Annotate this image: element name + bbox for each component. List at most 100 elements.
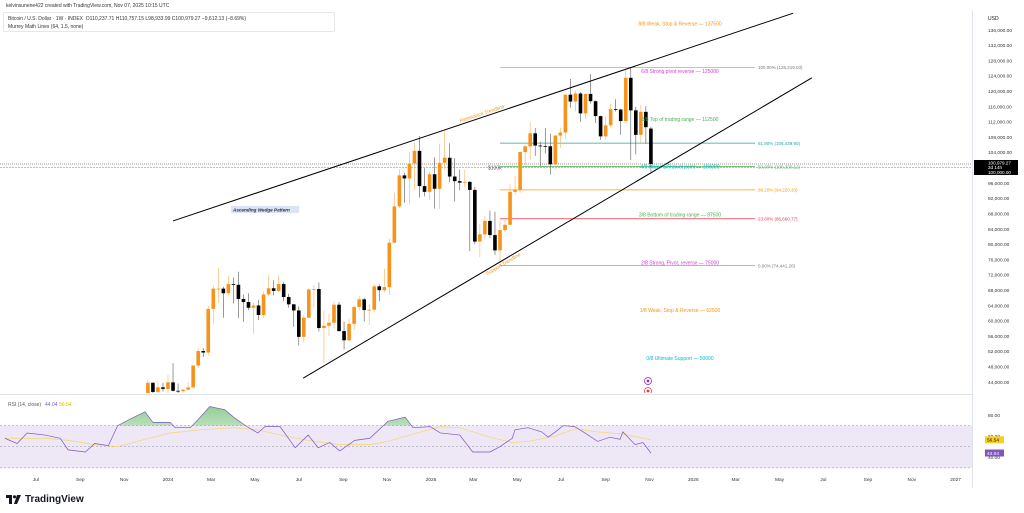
candle[interactable] [291,303,296,327]
candle[interactable] [322,310,326,363]
candle[interactable] [503,219,507,233]
candle[interactable] [161,382,165,392]
candle[interactable] [221,286,226,318]
support-trendline[interactable] [302,77,813,379]
candle[interactable] [166,374,170,395]
candle[interactable] [407,152,412,205]
candle[interactable] [286,293,291,308]
lightning-event-icon[interactable] [644,377,652,385]
candle[interactable] [533,127,538,156]
candle[interactable] [618,108,623,135]
candle[interactable] [473,186,477,245]
candle[interactable] [327,313,331,336]
symbol-legend[interactable]: Bitcoin / U.S. Dollar · 1W · INDEX O110,… [8,16,246,22]
candle[interactable] [377,284,382,302]
candle[interactable] [302,315,306,343]
candle[interactable] [231,277,236,304]
candle[interactable] [206,305,211,356]
candle[interactable] [608,103,613,128]
candle[interactable] [402,172,407,203]
candle[interactable] [191,364,195,389]
candle[interactable] [628,67,633,161]
candle[interactable] [412,142,417,191]
candle[interactable] [307,288,311,319]
candle[interactable] [488,210,492,239]
candle[interactable] [578,91,583,122]
candle[interactable] [216,267,221,304]
candle[interactable] [317,282,321,332]
candle[interactable] [397,169,402,209]
candle[interactable] [478,223,482,258]
candle[interactable] [342,321,346,350]
candle[interactable] [548,133,553,175]
candle[interactable] [171,363,175,392]
candle[interactable] [347,318,351,342]
candle[interactable] [151,382,155,396]
candle[interactable] [493,211,497,255]
candle[interactable] [352,305,356,330]
candle[interactable] [437,143,442,209]
candle[interactable] [211,285,216,325]
candle[interactable] [382,268,387,293]
candle[interactable] [362,297,366,322]
candle[interactable] [176,383,180,397]
candle[interactable] [558,127,563,148]
candle[interactable] [598,115,603,140]
candle[interactable] [613,99,618,112]
candle[interactable] [518,152,522,193]
candle[interactable] [392,192,397,244]
candle[interactable] [603,116,608,140]
candle[interactable] [483,215,487,240]
candle[interactable] [241,294,246,322]
candle[interactable] [271,280,276,296]
candle[interactable] [523,145,527,166]
candle[interactable] [261,291,266,319]
candle[interactable] [296,306,301,346]
candle[interactable] [281,282,286,302]
candle[interactable] [447,143,452,183]
resistance-trendline[interactable] [172,12,794,222]
candle[interactable] [644,106,648,144]
candle[interactable] [372,284,377,312]
candle[interactable] [583,93,588,120]
candle[interactable] [236,271,241,319]
candle[interactable] [513,175,517,195]
rsi-ma-line[interactable] [4,426,651,448]
candle[interactable] [417,135,422,198]
rsi-line[interactable] [4,406,652,454]
candle[interactable] [156,380,160,395]
candle[interactable] [201,347,206,358]
candle[interactable] [357,295,361,311]
candle[interactable] [276,275,281,292]
candle[interactable] [146,379,150,400]
tradingview-logo[interactable]: TradingView [6,494,84,505]
candle[interactable] [422,168,427,197]
candle[interactable] [226,275,231,296]
candle[interactable] [196,348,200,368]
candle[interactable] [246,293,251,311]
candle[interactable] [251,302,256,334]
candle[interactable] [649,126,653,172]
price-pane[interactable]: $100k 100.00% (126,219.03) 61.80% (106,439… [0,12,972,403]
candle[interactable] [563,94,568,140]
candle[interactable] [462,169,467,188]
candle[interactable] [427,171,432,201]
candle[interactable] [256,299,261,321]
candle[interactable] [367,303,372,325]
candle[interactable] [639,104,643,143]
candle[interactable] [528,122,532,160]
candle[interactable] [468,181,472,252]
candle[interactable] [538,141,543,167]
candle[interactable] [543,127,548,154]
candle[interactable] [186,382,190,391]
candle[interactable] [553,135,558,170]
candle[interactable] [181,388,185,403]
candle[interactable] [593,100,598,123]
candle[interactable] [568,78,573,108]
candle[interactable] [573,90,578,112]
candle[interactable] [623,69,628,124]
candle[interactable] [432,157,437,209]
candle[interactable] [442,131,447,170]
candle[interactable] [508,183,512,225]
